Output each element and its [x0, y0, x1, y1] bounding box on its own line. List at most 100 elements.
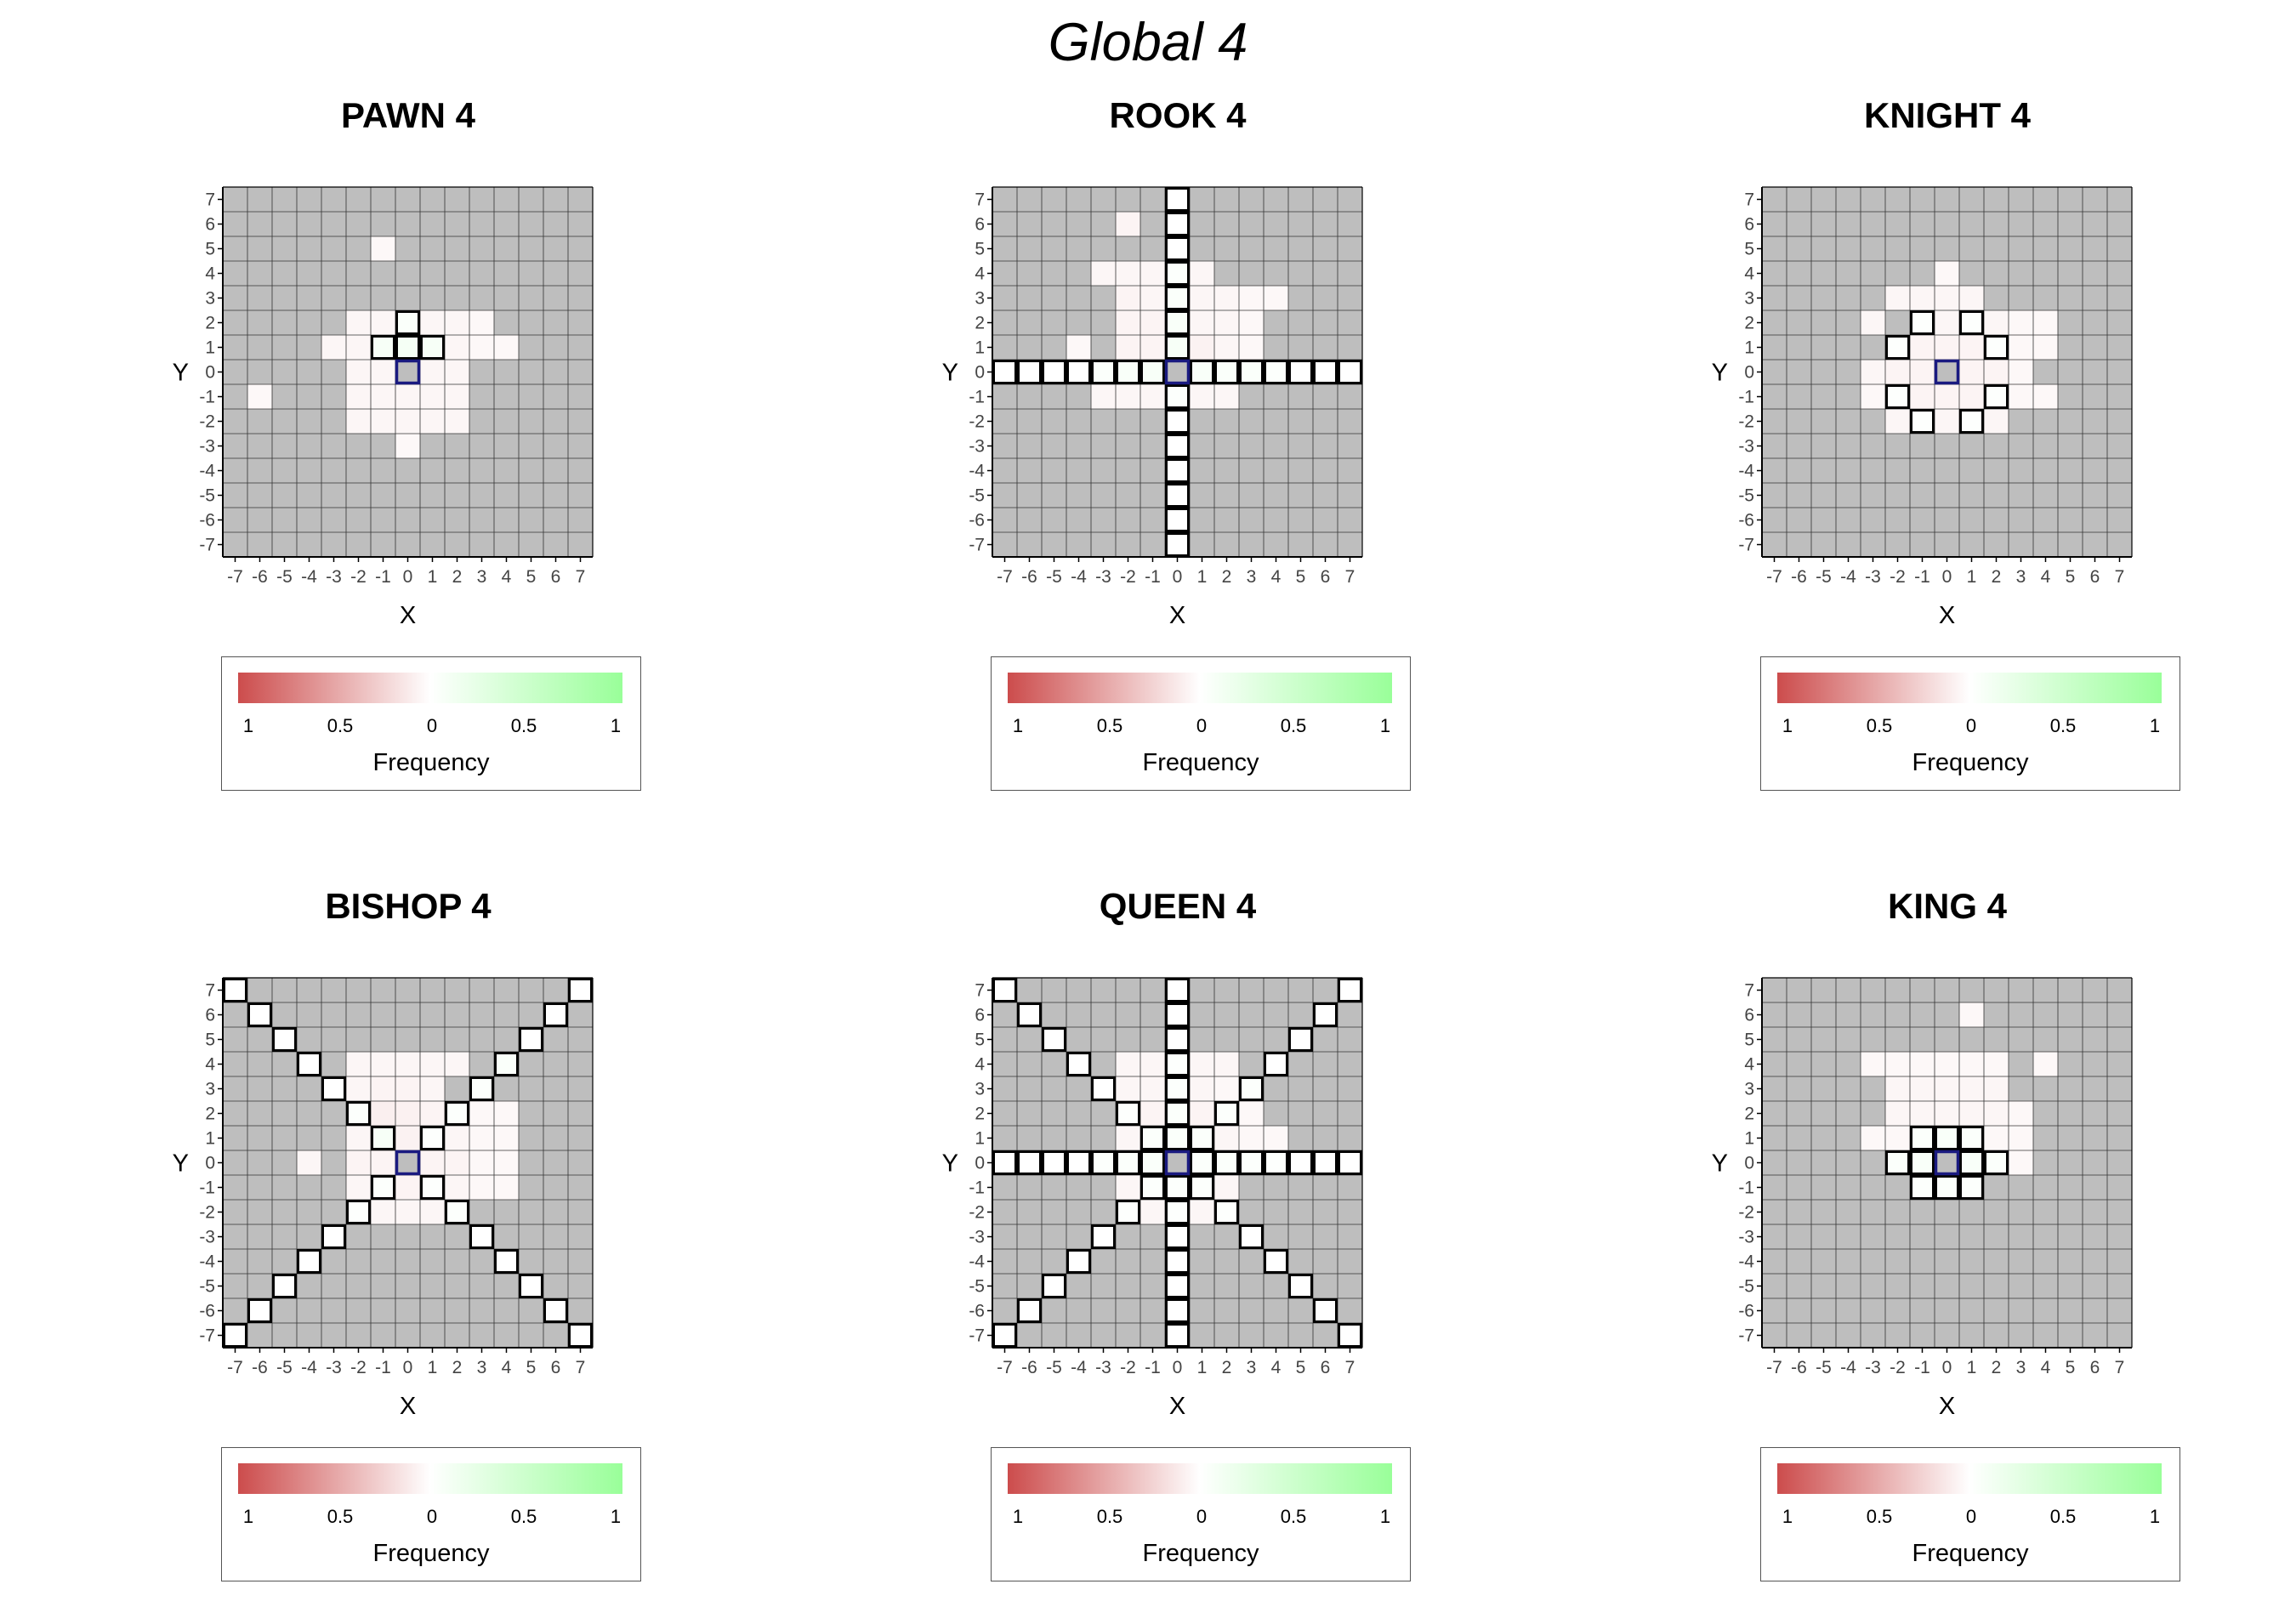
- heat-cell: [1984, 409, 2009, 434]
- heat-cell: [1116, 1052, 1140, 1076]
- heat-cell: [1140, 1200, 1165, 1224]
- y-tick-label: 3: [205, 1080, 215, 1099]
- move-cell: [1116, 1200, 1140, 1224]
- x-tick-label: 2: [1222, 567, 1232, 587]
- move-cell: [1264, 1249, 1288, 1274]
- move-cell: [1165, 1249, 1190, 1274]
- heat-cell: [1091, 261, 1116, 286]
- x-tick-label: 4: [502, 567, 512, 587]
- heat-cell: [1116, 1076, 1140, 1101]
- heat-cell: [1861, 360, 1885, 384]
- move-cell: [1264, 1052, 1288, 1076]
- move-cell: [1214, 360, 1239, 384]
- y-axis-title: Y: [1712, 1150, 1728, 1178]
- move-cell: [346, 1101, 371, 1126]
- move-cell: [1338, 360, 1362, 384]
- heat-cell: [420, 310, 445, 335]
- x-axis-title: X: [1169, 602, 1185, 629]
- y-tick-label: 5: [1744, 1031, 1754, 1050]
- x-tick-label: -4: [1840, 567, 1856, 587]
- move-outline: [1165, 508, 1190, 532]
- move-cell: [1910, 1175, 1935, 1200]
- heat-cell: [1190, 310, 1214, 335]
- move-outline: [1313, 1150, 1338, 1175]
- move-outline: [223, 1323, 247, 1348]
- heat-cell: [346, 1076, 371, 1101]
- move-cell: [1140, 1126, 1165, 1150]
- x-tick-label: 7: [576, 1358, 586, 1377]
- move-outline: [1017, 360, 1042, 384]
- heat-cell: [1190, 1101, 1214, 1126]
- move-outline: [420, 1126, 445, 1150]
- move-cell: [1140, 1175, 1165, 1200]
- move-outline: [420, 1175, 445, 1200]
- heat-cell: [1910, 286, 1935, 310]
- y-tick-label: 2: [975, 314, 985, 333]
- move-cell: [1288, 360, 1313, 384]
- x-tick-label: 0: [1173, 567, 1183, 587]
- y-tick-label: 7: [1744, 190, 1754, 210]
- move-outline: [1959, 310, 1984, 335]
- heat-cell: [395, 1200, 420, 1224]
- y-tick-label: -1: [199, 1178, 215, 1198]
- heat-cell: [1959, 1076, 1984, 1101]
- move-outline: [420, 335, 445, 360]
- legend-tick: 0.5: [1096, 1506, 1123, 1527]
- heat-cell: [1861, 1052, 1885, 1076]
- move-outline: [1338, 1150, 1362, 1175]
- move-cell: [1165, 978, 1190, 1002]
- y-tick-label: 2: [1744, 314, 1754, 333]
- move-cell: [1239, 1150, 1264, 1175]
- x-tick-label: 1: [428, 1358, 438, 1377]
- move-cell: [1165, 1298, 1190, 1323]
- heat-cell: [445, 335, 469, 360]
- y-tick-label: 4: [975, 264, 985, 284]
- move-outline: [1017, 1150, 1042, 1175]
- x-tick-label: 1: [1197, 1358, 1208, 1377]
- move-cell: [1190, 1150, 1214, 1175]
- y-tick-label: -1: [969, 1178, 985, 1198]
- x-tick-label: 7: [1345, 1358, 1355, 1377]
- x-tick-label: -7: [227, 567, 243, 587]
- move-outline: [445, 1200, 469, 1224]
- legend-tick: 0: [1965, 715, 1977, 736]
- heat-cell: [420, 384, 445, 409]
- move-outline: [1984, 1150, 2009, 1175]
- move-outline: [1165, 1323, 1190, 1348]
- legend-tick: 0.5: [1096, 715, 1123, 736]
- move-cell: [1165, 1076, 1190, 1101]
- y-tick-label: 4: [1744, 1055, 1754, 1075]
- move-cell: [272, 1274, 297, 1298]
- heat-cell: [1214, 1052, 1239, 1076]
- move-outline: [1288, 1027, 1313, 1052]
- heat-cell: [1190, 261, 1214, 286]
- y-tick-label: 1: [975, 1129, 985, 1149]
- x-tick-label: -5: [276, 567, 293, 587]
- heat-cell: [1214, 1175, 1239, 1200]
- move-outline: [1935, 1175, 1959, 1200]
- heat-cell: [1959, 1101, 1984, 1126]
- heat-cell: [2033, 1052, 2058, 1076]
- move-outline: [1165, 187, 1190, 212]
- x-tick-label: -5: [1046, 1358, 1062, 1377]
- move-cell: [1042, 1274, 1066, 1298]
- move-outline: [1116, 1150, 1140, 1175]
- move-cell: [272, 1027, 297, 1052]
- heatmap-pawn: -7 -6 -5 -4 -3 -2 -1 0 1 2 3 4 5 6 7-7-6-5-4-3-2-10123…: [173, 186, 594, 629]
- y-axis-title: Y: [942, 360, 958, 387]
- move-outline: [1214, 1101, 1239, 1126]
- origin-outline: [395, 359, 421, 385]
- heat-cell: [371, 1052, 395, 1076]
- move-outline: [1165, 1052, 1190, 1076]
- heat-cell: [1190, 1200, 1214, 1224]
- move-outline: [272, 1274, 297, 1298]
- move-cell: [469, 1076, 494, 1101]
- move-outline: [1338, 1323, 1362, 1348]
- move-outline: [223, 978, 247, 1002]
- y-tick-label: 5: [975, 1031, 985, 1050]
- move-cell: [223, 1323, 247, 1348]
- y-tick-label: -7: [199, 536, 215, 555]
- move-cell: [1091, 360, 1116, 384]
- x-tick-label: -7: [997, 1358, 1013, 1377]
- heat-cell: [1214, 310, 1239, 335]
